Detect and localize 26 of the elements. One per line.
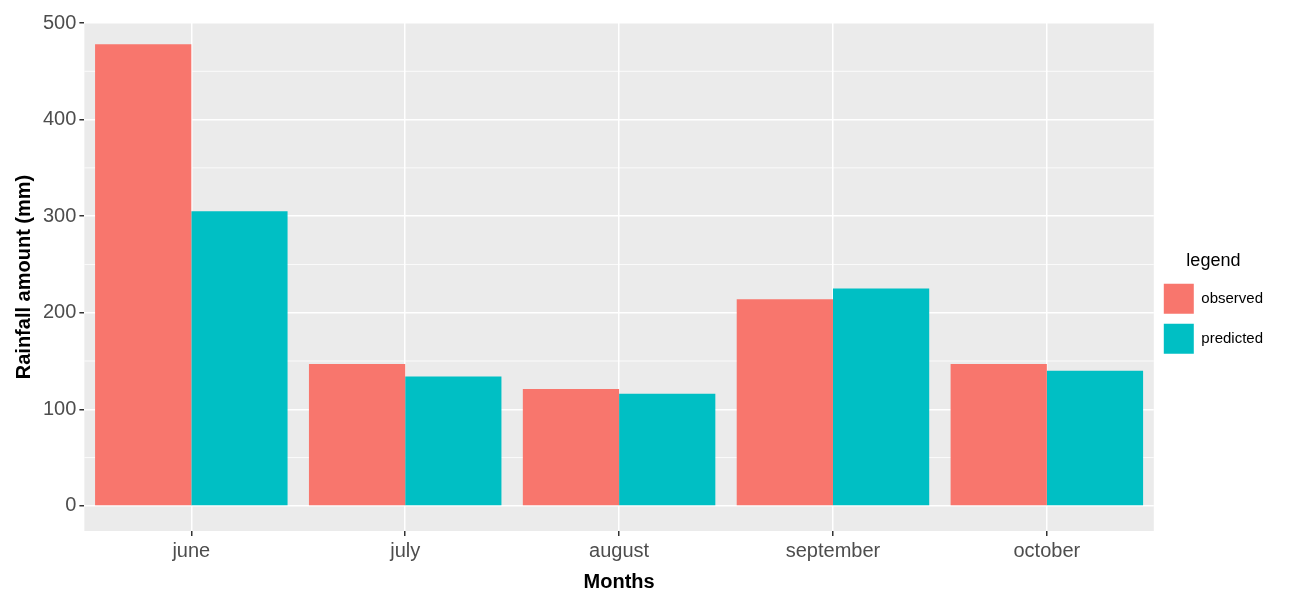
bar [619, 393, 716, 506]
bar [1046, 370, 1144, 506]
bar [308, 363, 406, 506]
y-axis-title: Rainfall amount (mm) [11, 174, 34, 380]
x-tick-label: october [1013, 538, 1081, 561]
bar [522, 389, 620, 506]
x-tick-label: july [389, 538, 421, 561]
bar [191, 211, 288, 506]
x-tick-label: september [785, 538, 881, 561]
x-tick-label: august [589, 538, 650, 561]
bar [95, 44, 192, 506]
y-tick-label: 400 [42, 107, 77, 130]
bar [950, 363, 1047, 506]
y-tick-label: 200 [42, 300, 77, 323]
bar [405, 376, 502, 506]
y-tick-label: 0 [65, 493, 77, 516]
x-axis-title: Months [583, 569, 655, 592]
legend-title: legend [1186, 250, 1241, 271]
y-tick-label: 500 [42, 10, 77, 33]
bar [832, 288, 930, 506]
legend-label: observed [1201, 288, 1264, 306]
legend-label: predicted [1201, 328, 1264, 346]
y-tick-label: 300 [42, 203, 77, 226]
y-tick-label: 100 [42, 396, 77, 419]
x-tick-label: june [171, 538, 211, 561]
bar [736, 299, 833, 506]
